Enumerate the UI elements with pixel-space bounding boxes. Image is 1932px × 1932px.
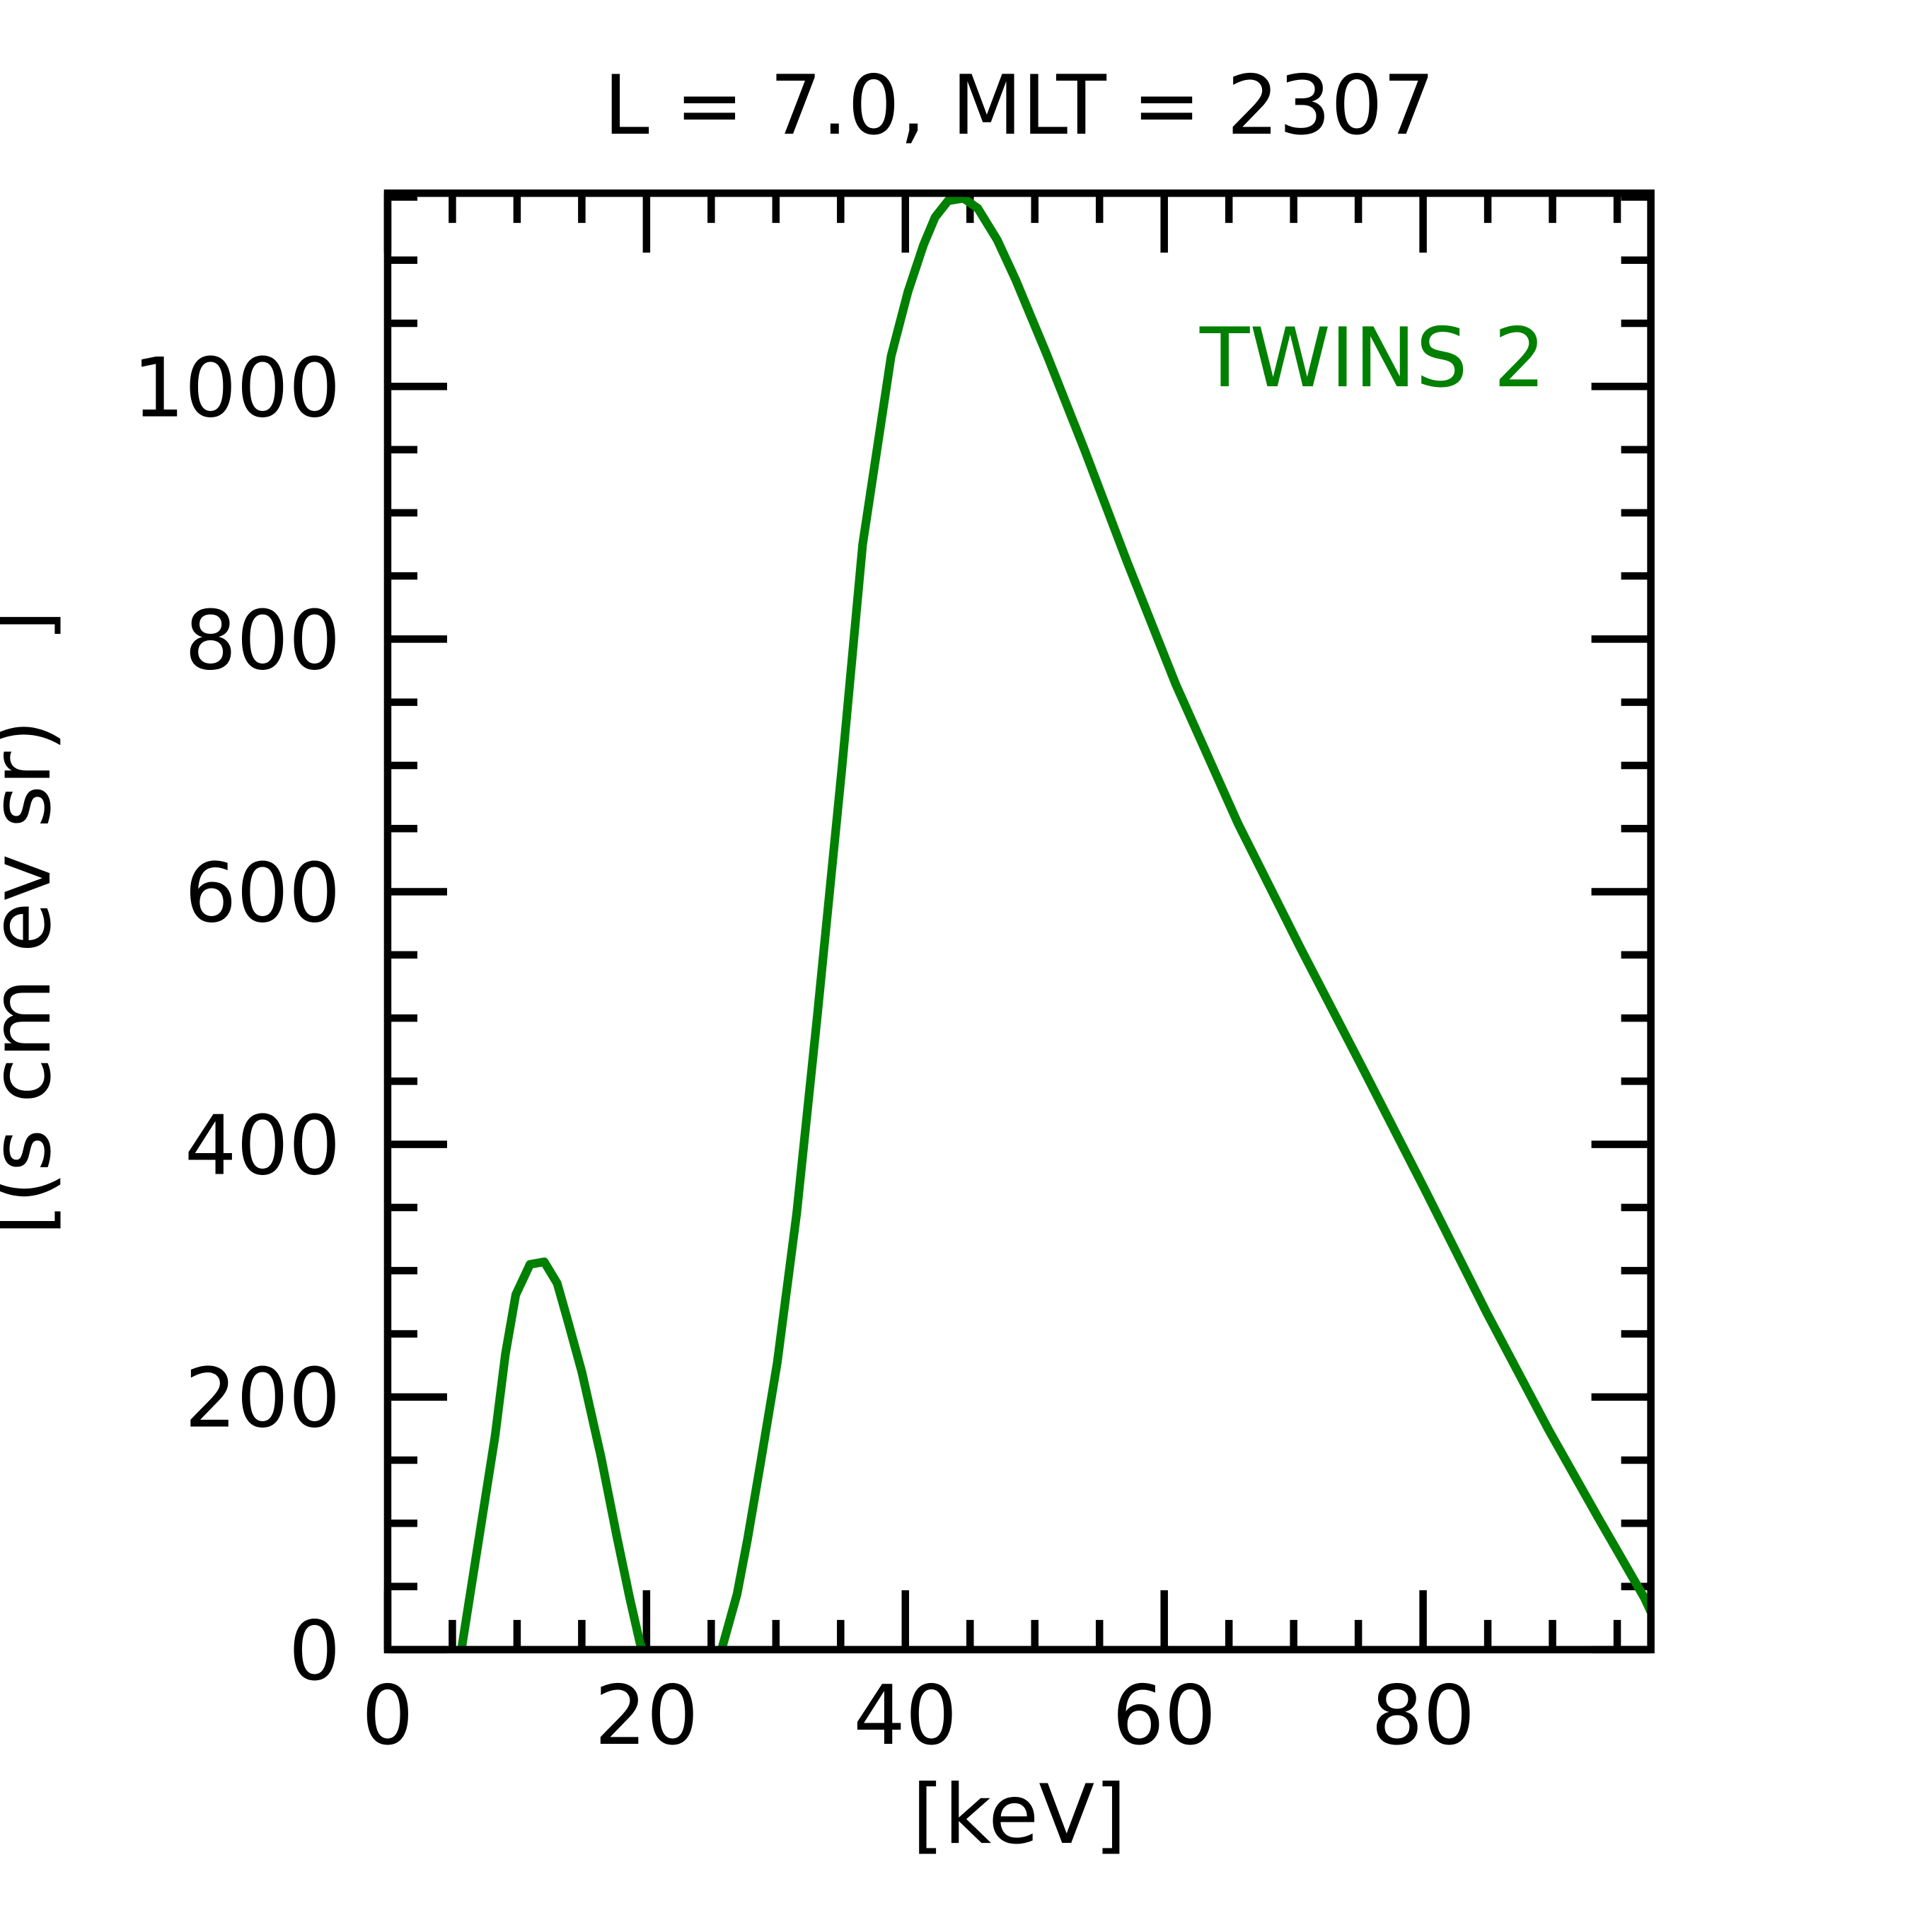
legend-label: TWINS 2 bbox=[1199, 311, 1546, 406]
x-tick-label: 60 bbox=[1112, 1669, 1216, 1764]
series-lines bbox=[457, 194, 1651, 1650]
chart-title: L = 7.0, MLT = 2307 bbox=[603, 59, 1435, 154]
y-tick-label: 200 bbox=[185, 1352, 341, 1447]
y-tick-label: 0 bbox=[289, 1604, 341, 1699]
series-line bbox=[457, 1257, 647, 1650]
x-tick-label: 0 bbox=[361, 1669, 414, 1764]
y-tick-label: 400 bbox=[185, 1099, 341, 1194]
y-tick-label: 800 bbox=[185, 594, 341, 688]
axis-ticks bbox=[383, 193, 1651, 1654]
x-axis-label: [keV] bbox=[912, 1768, 1126, 1863]
x-tick-label: 20 bbox=[594, 1669, 698, 1764]
plot-frame bbox=[383, 189, 1655, 1654]
x-tick-label: 80 bbox=[1371, 1669, 1475, 1764]
y-tick-label: 600 bbox=[185, 847, 341, 942]
y-axis-label: [(s cm ev sr) ] bbox=[0, 610, 69, 1235]
x-tick-label: 40 bbox=[853, 1669, 957, 1764]
series-line bbox=[717, 194, 1651, 1650]
y-tick-label: 1000 bbox=[132, 341, 340, 436]
